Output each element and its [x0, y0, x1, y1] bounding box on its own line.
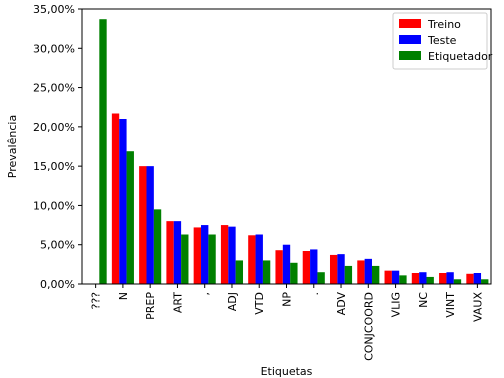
y-tick-label: 25,00%: [33, 82, 75, 95]
bar-teste-5: [228, 226, 236, 284]
bar-etiquetador-9: [344, 265, 353, 284]
bar-etiquetador-8: [317, 272, 325, 284]
bar-treino-3: [166, 221, 174, 284]
y-tick-label: 0,00%: [40, 278, 75, 291]
x-tick-label: VAUX: [471, 292, 484, 322]
legend-label: Teste: [427, 34, 457, 47]
bar-treino-2: [139, 166, 147, 284]
x-tick-label: ,: [199, 292, 212, 296]
bar-etiquetador-12: [426, 276, 434, 284]
x-tick-label: N: [117, 292, 130, 300]
x-tick-label: VINT: [444, 292, 457, 318]
x-axis: ??? N PREP ART, ADJ VTD NP. ADV CONJCOORD VLIG NC V…: [90, 284, 484, 361]
bar-treino-6: [248, 235, 256, 284]
x-tick-label: CONJCOORD: [362, 292, 375, 361]
bar-etiquetador-3: [181, 234, 189, 284]
bar-teste-2: [146, 166, 154, 284]
bar-teste-4: [201, 225, 209, 284]
y-tick-label: 20,00%: [33, 121, 75, 134]
bar-teste-13: [446, 272, 454, 284]
bar-etiquetador-2: [153, 209, 162, 284]
bar-etiquetador-14: [481, 279, 489, 284]
bar-treino-1: [111, 113, 120, 284]
bar-treino-14: [466, 273, 474, 284]
bar-treino-12: [411, 273, 420, 284]
bar-teste-14: [473, 273, 482, 284]
bar-etiquetador-1: [126, 151, 134, 284]
bar-etiquetador-10: [371, 265, 380, 284]
legend-label: Treino: [427, 18, 461, 31]
x-tick-label: NP: [281, 292, 294, 307]
bar-teste-9: [337, 254, 345, 284]
bar-treino-4: [193, 227, 202, 284]
bar-teste-1: [119, 119, 127, 284]
legend: Treino Teste Etiquetador: [392, 12, 493, 70]
x-tick-label: VLIG: [390, 292, 403, 317]
bar-treino-11: [384, 270, 392, 284]
bar-etiquetador-11: [399, 275, 407, 284]
bar-etiquetador-7: [290, 262, 298, 284]
x-tick-label: .: [308, 292, 321, 296]
bar-teste-8: [310, 249, 318, 284]
x-tick-label: ADV: [335, 292, 348, 316]
bars-layer: [99, 19, 489, 284]
y-axis-title: Prevalência: [6, 115, 19, 178]
legend-label: Etiquetador: [428, 50, 493, 63]
bar-teste-6: [255, 234, 263, 284]
bar-etiquetador-4: [208, 234, 216, 284]
bar-teste-7: [282, 244, 291, 284]
bar-treino-5: [220, 225, 229, 284]
legend-swatch-treino: [399, 19, 421, 28]
bar-treino-7: [275, 250, 283, 284]
bar-treino-10: [357, 260, 365, 284]
bar-etiquetador-13: [453, 279, 462, 284]
bar-etiquetador-6: [262, 260, 271, 284]
bar-treino-9: [329, 254, 338, 284]
bar-etiquetador-5: [235, 260, 244, 284]
bar-teste-11: [391, 270, 400, 284]
legend-swatch-etiquetador: [399, 51, 421, 60]
x-tick-label: ART: [171, 292, 184, 313]
y-tick-label: 15,00%: [33, 160, 75, 173]
x-tick-label: NC: [417, 292, 430, 308]
legend-swatch-teste: [399, 35, 421, 44]
y-axis: 0,00% 5,00% 10,00% 15,00% 20,00% 25,00% 30,00%…: [33, 3, 82, 291]
bar-teste-3: [173, 221, 182, 284]
bar-teste-12: [419, 272, 427, 284]
x-tick-label: ???: [90, 292, 103, 310]
bar-etiquetador-0: [99, 19, 107, 284]
y-tick-label: 35,00%: [33, 3, 75, 16]
x-tick-label: PREP: [144, 292, 157, 320]
x-tick-label: ADJ: [226, 292, 239, 311]
bar-treino-8: [302, 251, 311, 284]
x-tick-label: VTD: [253, 292, 266, 315]
y-tick-label: 30,00%: [33, 42, 75, 55]
y-tick-label: 5,00%: [40, 239, 75, 252]
y-tick-label: 10,00%: [33, 199, 75, 212]
bar-teste-10: [364, 258, 372, 284]
bar-treino-13: [439, 273, 447, 284]
x-axis-title: Etiquetas: [261, 365, 313, 378]
